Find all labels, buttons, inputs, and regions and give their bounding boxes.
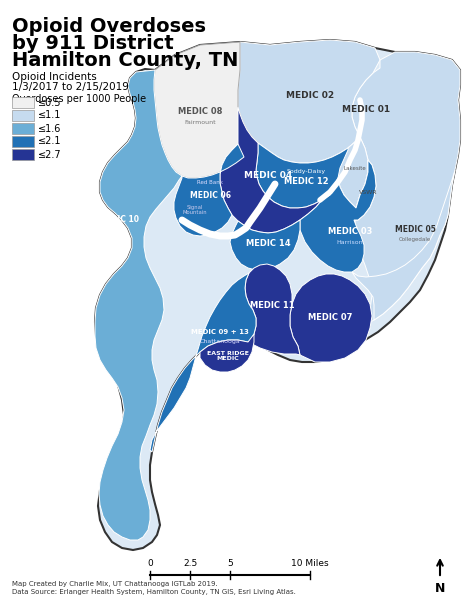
Text: Collegedale: Collegedale: [399, 238, 431, 242]
Polygon shape: [150, 273, 256, 452]
Polygon shape: [352, 170, 455, 320]
Text: ≤1.1: ≤1.1: [38, 110, 61, 121]
Text: Opioid Incidents: Opioid Incidents: [12, 72, 97, 82]
Bar: [12, 123, 34, 134]
Text: Data Source: Erlanger Health System, Hamilton County, TN GIS, Esri Living Atlas.: Data Source: Erlanger Health System, Ham…: [12, 589, 296, 595]
Polygon shape: [338, 137, 368, 208]
Bar: [12, 149, 34, 160]
Polygon shape: [200, 334, 254, 372]
Text: 5: 5: [227, 559, 233, 568]
Text: ≤2.1: ≤2.1: [38, 136, 61, 146]
Polygon shape: [174, 144, 244, 236]
Text: Map Created by Charlie Mix, UT Chattanooga IGTLab 2019.: Map Created by Charlie Mix, UT Chattanoo…: [12, 581, 218, 587]
Polygon shape: [95, 40, 460, 550]
Polygon shape: [238, 40, 380, 163]
Text: MEDIC 06: MEDIC 06: [189, 191, 231, 199]
Polygon shape: [256, 142, 356, 208]
Text: MEDIC 14: MEDIC 14: [246, 239, 290, 248]
Text: by 911 District: by 911 District: [12, 34, 174, 53]
Polygon shape: [95, 70, 182, 540]
Text: Chattanooga: Chattanooga: [200, 340, 240, 344]
Text: 10 Miles: 10 Miles: [291, 559, 329, 568]
Text: MEDIC 10: MEDIC 10: [97, 215, 139, 224]
Text: MEDIC 12: MEDIC 12: [284, 178, 328, 187]
Text: VSWR: VSWR: [359, 190, 377, 194]
Text: ≤1.6: ≤1.6: [38, 124, 61, 133]
Polygon shape: [245, 264, 300, 355]
Text: Soddy-Daisy: Soddy-Daisy: [286, 169, 326, 175]
Bar: [12, 110, 34, 121]
Text: MEDIC 08: MEDIC 08: [178, 107, 222, 116]
Text: 2.5: 2.5: [183, 559, 197, 568]
Text: Harrison: Harrison: [337, 239, 363, 245]
Text: Hamilton County, TN: Hamilton County, TN: [12, 51, 238, 70]
Polygon shape: [230, 220, 300, 270]
Text: Red Bank: Red Bank: [197, 179, 223, 185]
Text: MEDIC 05: MEDIC 05: [395, 226, 436, 235]
Text: MEDIC 01: MEDIC 01: [342, 106, 390, 115]
Text: N: N: [435, 582, 445, 595]
Text: 1/3/2017 to 2/15/2019: 1/3/2017 to 2/15/2019: [12, 82, 129, 92]
Text: MEDIC 02: MEDIC 02: [286, 91, 334, 100]
Text: MEDIC 09 + 13: MEDIC 09 + 13: [191, 329, 249, 335]
Text: Signal
Mountain: Signal Mountain: [182, 205, 207, 215]
Polygon shape: [300, 160, 376, 272]
Text: EAST RIDGE
MEDIC: EAST RIDGE MEDIC: [207, 350, 249, 361]
Polygon shape: [354, 160, 376, 220]
Text: ≤0.5: ≤0.5: [38, 97, 61, 107]
Text: MEDIC 07: MEDIC 07: [308, 313, 352, 323]
Polygon shape: [154, 42, 258, 178]
Text: Overdoses per 1000 People: Overdoses per 1000 People: [12, 94, 146, 104]
Text: MEDIC 04: MEDIC 04: [244, 170, 292, 179]
Polygon shape: [220, 107, 322, 233]
Text: Lakesite: Lakesite: [344, 166, 366, 170]
Bar: [12, 136, 34, 147]
Text: ≤2.7: ≤2.7: [38, 149, 61, 160]
Polygon shape: [290, 274, 372, 362]
Text: Fairmount: Fairmount: [184, 119, 216, 124]
Text: 0: 0: [147, 559, 153, 568]
Polygon shape: [352, 52, 460, 330]
Text: MEDIC 11: MEDIC 11: [249, 301, 294, 310]
Text: MEDIC 03: MEDIC 03: [328, 227, 372, 236]
Text: Opioid Overdoses: Opioid Overdoses: [12, 17, 206, 36]
Bar: [12, 97, 34, 108]
